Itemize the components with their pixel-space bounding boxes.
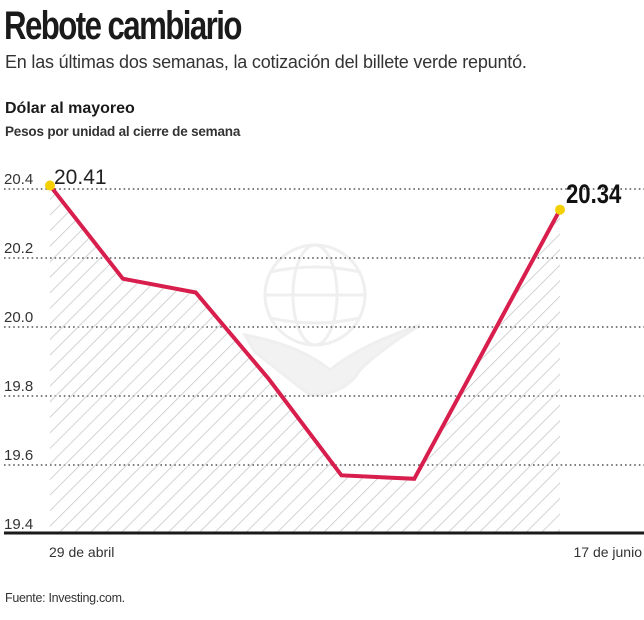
source-note: Fuente: Investing.com. [5, 591, 125, 605]
start-value-label: 20.41 [54, 166, 107, 189]
x-label-end: 17 de junio [573, 544, 642, 560]
y-axis-ticks: 19.4 19.6 19.8 20.0 20.2 20.4 [4, 171, 33, 533]
y-tick-label: 19.8 [4, 378, 33, 395]
end-marker [555, 204, 565, 215]
y-tick-label: 19.4 [4, 516, 33, 533]
y-tick-label: 20.4 [4, 171, 33, 188]
start-marker [45, 180, 55, 191]
chart-title: Dólar al mayoreo [5, 100, 135, 117]
page-subtitle: En las últimas dos semanas, la cotizació… [5, 52, 527, 72]
eagle-globe-watermark-icon [242, 243, 421, 397]
y-tick-label: 19.6 [4, 447, 33, 464]
page-title: Rebote cambiario [4, 4, 242, 48]
x-label-start: 29 de abril [49, 544, 114, 560]
y-tick-label: 20.0 [4, 309, 33, 326]
y-tick-label: 20.2 [4, 240, 33, 257]
data-line [48, 184, 562, 481]
chart-subtitle: Pesos por unidad al cierre de semana [5, 124, 241, 139]
end-value-label: 20.34 [566, 180, 622, 210]
